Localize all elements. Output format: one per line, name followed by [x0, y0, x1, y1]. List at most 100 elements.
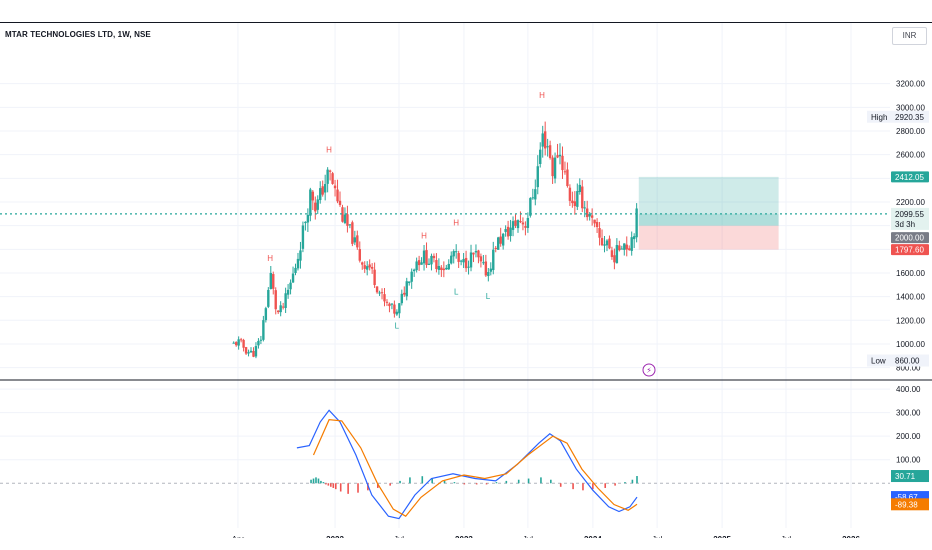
- lightning-icon: [642, 363, 656, 377]
- macd-histogram-bar: [443, 480, 446, 484]
- candle-body: [242, 340, 245, 348]
- candle-body: [244, 347, 248, 354]
- candle-body: [467, 266, 470, 268]
- candle-body: [546, 146, 549, 148]
- pattern-high-marker: H: [453, 219, 459, 228]
- candle-body: [299, 250, 302, 261]
- high-value: 2920.35: [895, 113, 924, 122]
- price-axis-label: 2800.00: [896, 127, 925, 136]
- candle-body: [457, 253, 460, 262]
- candle-body: [539, 149, 542, 164]
- candle-body: [375, 286, 379, 293]
- candle-body: [338, 200, 342, 205]
- macd-histogram-bar: [389, 483, 391, 486]
- candle-body: [561, 155, 564, 171]
- candle-body: [311, 191, 315, 201]
- candle-body: [385, 301, 389, 303]
- candle-body: [583, 207, 586, 209]
- candle-body: [363, 265, 366, 269]
- candle-body: [620, 248, 624, 250]
- macd-histogram-bar: [357, 483, 359, 493]
- signal-line: [312, 419, 638, 517]
- candle-body: [291, 273, 295, 283]
- candle-body: [632, 236, 636, 240]
- candle-body: [425, 250, 428, 265]
- price-axis-label: 2200.00: [896, 198, 925, 207]
- candle-body: [259, 339, 263, 341]
- candle-body: [378, 292, 381, 294]
- candle-body: [264, 308, 268, 321]
- macd-axis-label: 300.00: [896, 409, 921, 418]
- macd-histogram-bar: [322, 482, 325, 484]
- candle-body: [501, 233, 505, 246]
- candle-body: [281, 306, 285, 308]
- candle-body: [408, 281, 411, 284]
- price-axis-label: 1400.00: [896, 293, 925, 302]
- position-profit-zone: [638, 176, 779, 226]
- candle-body: [331, 173, 334, 184]
- candle-body: [239, 339, 243, 341]
- candle-body: [548, 145, 552, 158]
- candle-body: [576, 191, 579, 207]
- macd-histogram-bar: [327, 483, 330, 486]
- candle-body: [519, 221, 522, 223]
- macd-histogram-bar: [334, 483, 337, 490]
- candle-body: [479, 256, 483, 262]
- macd-histogram-bar: [332, 483, 335, 488]
- candle-body: [598, 228, 601, 238]
- macd-histogram-bar: [592, 483, 594, 490]
- candle-body: [420, 262, 423, 265]
- candle-body: [469, 252, 473, 268]
- candle-body: [415, 261, 418, 271]
- candle-body: [336, 189, 339, 202]
- macd-histogram-bar: [409, 477, 411, 484]
- position-open-zone: [638, 213, 779, 226]
- candle-body: [356, 235, 359, 248]
- candle-body: [289, 282, 292, 290]
- histogram-value-bg: [891, 470, 929, 483]
- candle-body: [430, 255, 433, 265]
- macd-histogram-bar: [572, 483, 574, 490]
- candle-body: [509, 227, 512, 237]
- candle-body: [628, 248, 631, 250]
- macd-histogram-bar: [312, 478, 315, 484]
- time-axis-strip: [0, 538, 932, 550]
- macd-histogram-bar: [485, 483, 488, 485]
- top-toolbar: [0, 0, 932, 23]
- candle-body: [635, 208, 638, 238]
- candle-body: [296, 258, 300, 269]
- currency-button[interactable]: INR: [892, 27, 927, 45]
- candle-body: [514, 220, 517, 226]
- candle-body: [484, 261, 488, 276]
- macd-axis-label: 100.00: [896, 456, 921, 465]
- signal-value-bg: [891, 498, 929, 511]
- candle-body: [459, 260, 463, 262]
- candle-body: [427, 263, 431, 265]
- candle-body: [477, 250, 480, 258]
- candle-body: [368, 264, 371, 268]
- macd-axis-label: 400.00: [896, 385, 921, 394]
- candle-body: [494, 247, 497, 250]
- candle-body: [603, 244, 606, 246]
- high-label-bg: [867, 110, 929, 123]
- candle-body: [361, 262, 364, 265]
- pattern-low-marker: L: [454, 287, 459, 296]
- candle-body: [267, 289, 270, 307]
- price-axis-label: 800.00: [896, 364, 921, 373]
- macd-histogram-bar: [517, 479, 520, 484]
- stop-price-badge: 1797.60: [895, 246, 924, 255]
- low-label: Low: [871, 357, 886, 366]
- candle-body: [343, 214, 347, 224]
- candle-body: [326, 169, 329, 184]
- candle-body: [610, 250, 614, 257]
- candle-body: [393, 304, 396, 314]
- candle-body: [234, 342, 238, 346]
- candle-body: [440, 267, 443, 270]
- macd-value-badge: -58.67: [895, 493, 918, 502]
- candle-body: [262, 320, 265, 340]
- candle-body: [595, 222, 599, 228]
- candle-body: [553, 157, 557, 179]
- candle-body: [390, 303, 394, 305]
- candle-body: [563, 171, 567, 173]
